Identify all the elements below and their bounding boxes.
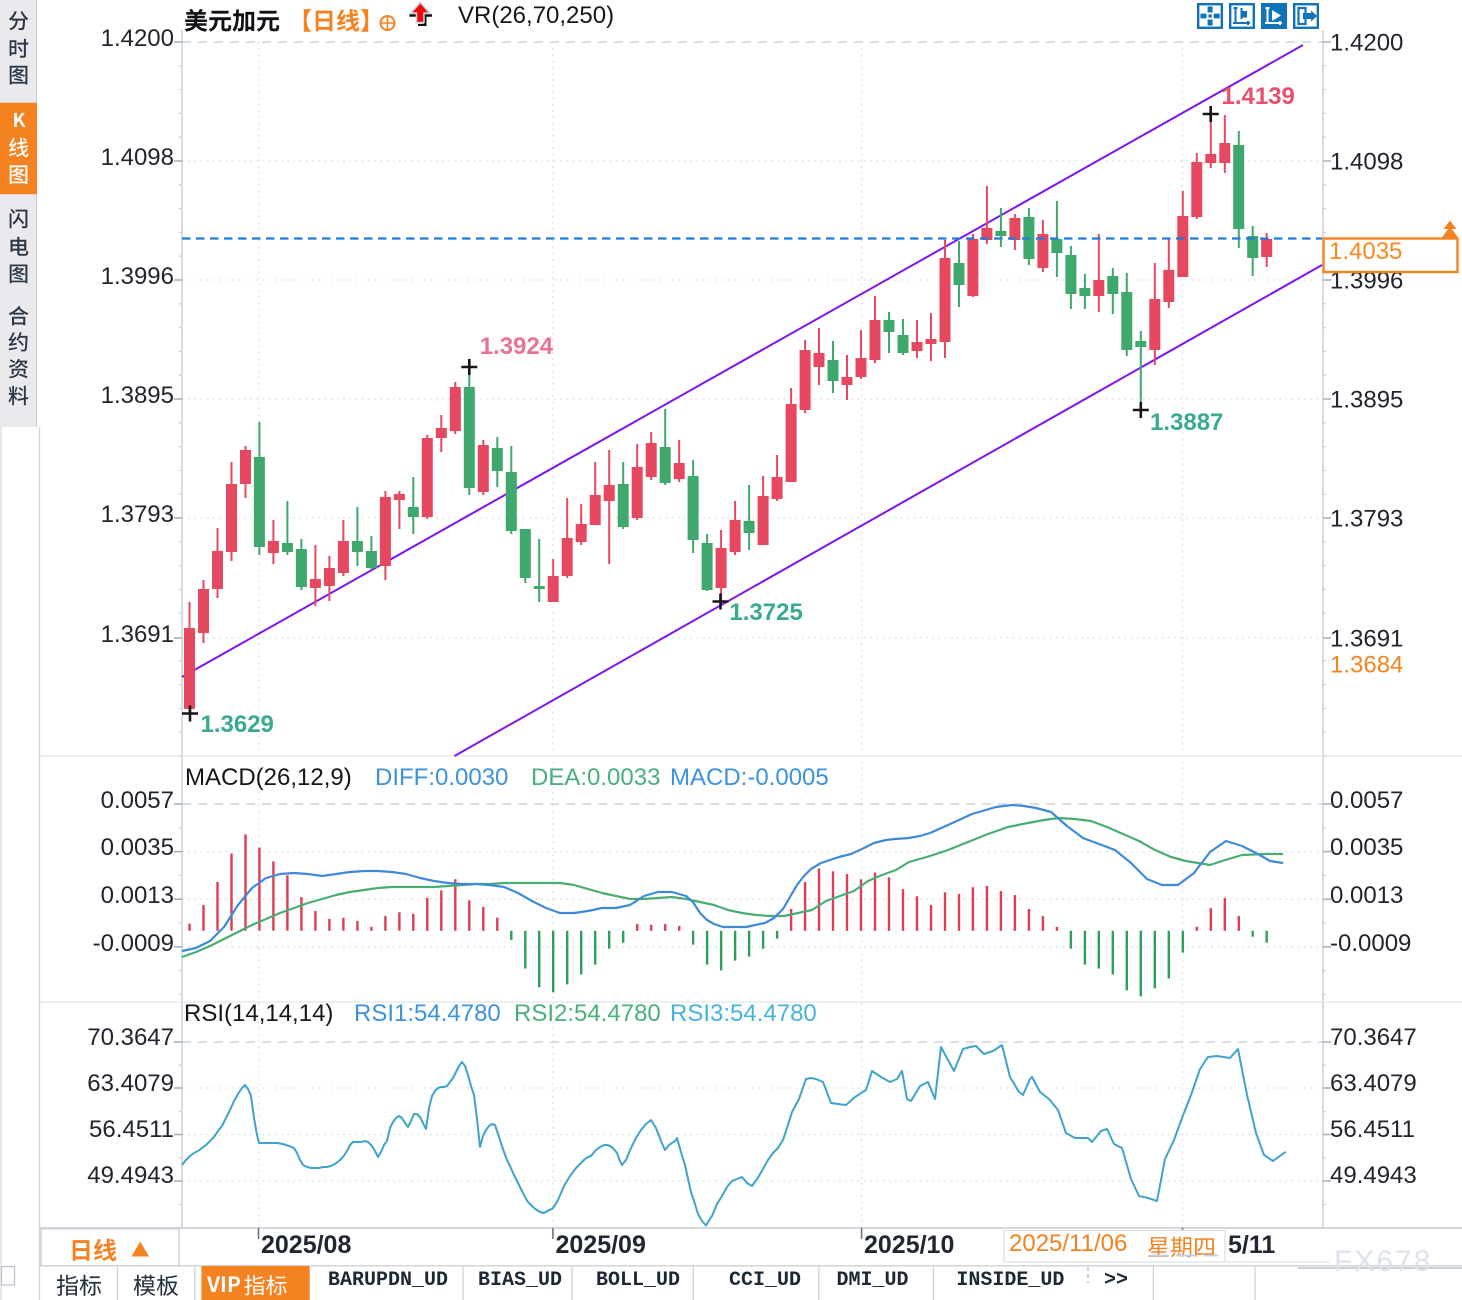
svg-text:1.3691: 1.3691 xyxy=(1330,626,1403,653)
svg-text:1.4098: 1.4098 xyxy=(1330,149,1403,176)
svg-text:1.3684: 1.3684 xyxy=(1330,652,1403,679)
svg-text:1.3793: 1.3793 xyxy=(1330,506,1403,533)
svg-text:1.4200: 1.4200 xyxy=(1330,30,1403,57)
svg-text:1.3895: 1.3895 xyxy=(1330,387,1403,414)
